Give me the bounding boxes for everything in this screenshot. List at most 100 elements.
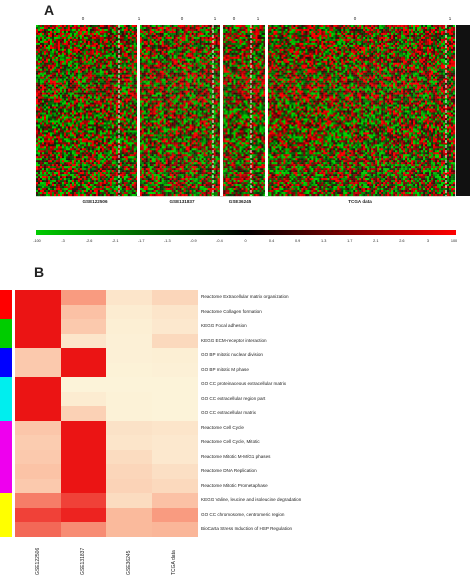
row-label: GO BP mitotic nuclear division	[201, 352, 263, 358]
heatmap-cell	[106, 522, 152, 537]
row-label: BioCarta Stress Induction of HSP Regulat…	[201, 526, 293, 532]
row-label: Reactome Mitotic Prometaphase	[201, 482, 268, 488]
heatmap-cell	[60, 377, 107, 392]
heatmap-cell	[15, 391, 61, 407]
heatmap-cell	[151, 391, 198, 407]
colorscale-tick: 100	[450, 239, 458, 243]
heatmap-cell	[60, 290, 107, 305]
row-label: Reactome Mitotic M-M/G1 phases	[201, 453, 271, 459]
heatmap-cell	[106, 290, 152, 305]
row-label: Reactome Cell Cycle	[201, 424, 244, 430]
category-bar	[0, 493, 12, 537]
row-label: Reactome Extracellular matrix organizati…	[201, 294, 289, 300]
heatmap-cell	[60, 493, 107, 508]
category-bar	[0, 290, 12, 319]
heatmap-cell	[106, 391, 152, 407]
group-number: 0	[353, 16, 357, 21]
column-label: TCGA data	[171, 550, 178, 575]
heatmap-cell	[60, 362, 107, 378]
heatmap-cell	[151, 290, 198, 305]
heatmap-cell	[15, 507, 61, 523]
row-label: GO CC proteinaceous extracellular matrix	[201, 381, 287, 387]
row-label: KEGG ECM-receptor interaction	[201, 337, 267, 343]
heatmap-cell	[106, 333, 152, 349]
row-label: KEGG Valine, leucine and isoleucine degr…	[201, 497, 302, 503]
colorscale-tick: -0.4	[216, 239, 223, 243]
heatmap-cell	[151, 464, 198, 479]
heatmap-cell	[60, 478, 107, 494]
heatmap-cell	[151, 319, 198, 334]
row-label: GO CC extracellular matrix	[201, 410, 256, 416]
category-bar	[0, 319, 12, 348]
row-label: GO CC chromosome, centromeric region	[201, 511, 285, 517]
group-number: 0	[232, 16, 236, 21]
colorscale-tick: -100	[33, 239, 41, 243]
column-label: GSE36245	[125, 550, 132, 575]
group-number: 1	[213, 16, 217, 21]
heatmap-cell	[106, 449, 152, 465]
colorscale-tick: -3	[61, 239, 65, 243]
heatmap-cell	[151, 507, 198, 523]
heatmap-cell	[60, 435, 107, 450]
heatmap-cell	[15, 319, 61, 334]
row-label: Reactome Cell Cycle, Mitotic	[201, 439, 260, 445]
heatmap-cell	[15, 348, 61, 363]
heatmap-cell	[15, 304, 61, 320]
panel-a-colorscale	[36, 230, 456, 235]
heatmap-cell	[60, 420, 107, 436]
heatmap-cell	[106, 377, 152, 392]
heatmap-cell	[60, 406, 107, 421]
heatmap-cell	[151, 522, 198, 537]
heatmap-cell	[151, 478, 198, 494]
heatmap-cell	[151, 406, 198, 421]
heatmap-cell	[106, 348, 152, 363]
heatmap-cell	[151, 348, 198, 363]
heatmap-cell	[151, 377, 198, 392]
heatmap-cell	[151, 362, 198, 378]
heatmap-cell	[60, 449, 107, 465]
heatmap-cell	[106, 435, 152, 450]
group-number: 1	[256, 16, 260, 21]
heatmap-cell	[151, 493, 198, 508]
heatmap-cell	[151, 420, 198, 436]
heatmap-cell	[151, 304, 198, 320]
heatmap-cell	[60, 391, 107, 407]
group-number: 1	[448, 16, 452, 21]
heatmap-cell	[15, 377, 61, 392]
heatmap-cell	[106, 420, 152, 436]
row-label: Reactome Collagen formation	[201, 308, 262, 314]
heatmap-cell	[106, 464, 152, 479]
heatmap-cell	[15, 435, 61, 450]
colorscale-bar	[36, 230, 456, 235]
colorscale-tick: -1.3	[164, 239, 171, 243]
colorscale-tick: 1.3	[321, 239, 327, 243]
colorscale-tick: 0.9	[294, 239, 301, 243]
heatmap-cell	[106, 406, 152, 421]
heatmap-cell	[15, 464, 61, 479]
heatmap-cell	[151, 449, 198, 465]
colorscale-tick: -2.1	[111, 239, 119, 243]
dataset-label: GSE122506	[82, 199, 108, 204]
colorscale-tick: -1.7	[137, 239, 145, 243]
group-number: 1	[137, 16, 141, 21]
heatmap-cell	[60, 304, 107, 320]
dataset-label: TCGA data	[348, 199, 372, 204]
heatmap-cell	[151, 333, 198, 349]
colorscale-tick: 0.4	[268, 239, 275, 243]
heatmap-cell	[60, 348, 107, 363]
heatmap-cell	[15, 420, 61, 436]
category-bar	[0, 377, 12, 421]
column-label: GSE122506	[34, 547, 41, 575]
category-bar	[0, 348, 12, 377]
heatmap-cell	[151, 435, 198, 450]
heatmap-cell	[60, 464, 107, 479]
row-label: GO CC extracellular region part	[201, 395, 266, 401]
category-bar	[0, 420, 12, 493]
colorscale-tick: -0.9	[190, 239, 197, 243]
colorscale-tick: 2.6	[399, 239, 405, 243]
dataset-label: GSE131837	[169, 199, 195, 204]
colorscale-tick: -2.6	[85, 239, 93, 243]
dataset-label: GSE36245	[228, 199, 252, 204]
row-label: Reactome DNA Replication	[201, 468, 257, 474]
heatmap-cell	[15, 333, 61, 349]
